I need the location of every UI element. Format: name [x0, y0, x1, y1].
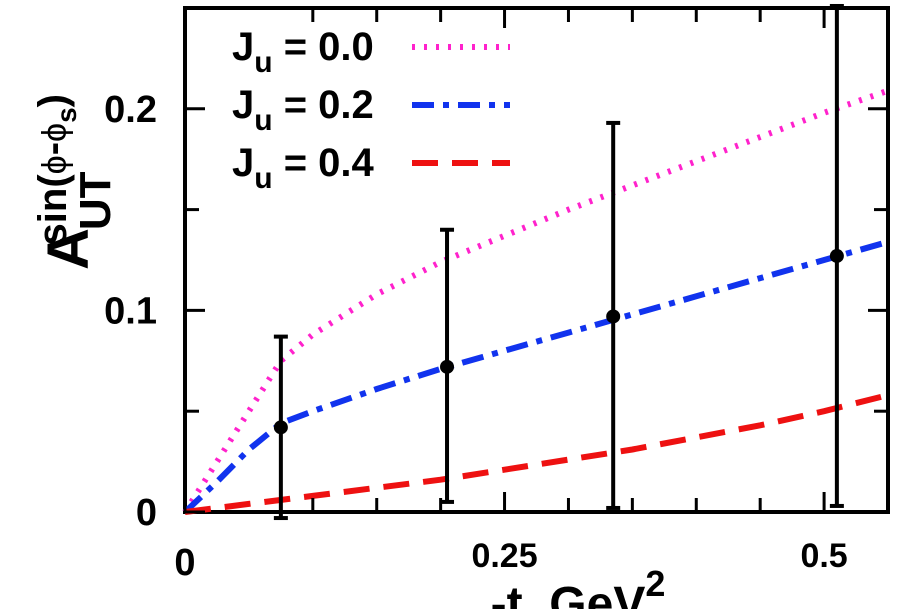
x-axis-title-exponent: 2 [645, 563, 665, 604]
y-tick-label: 0 [136, 492, 157, 534]
plot-frame [183, 6, 890, 514]
x-axis-title: -t, GeV2 [491, 563, 666, 609]
series-line-1 [182, 239, 889, 515]
legend-entry-ju-0-0: Ju = 0.0 [232, 25, 510, 79]
plot-area [182, 3, 890, 521]
data-point [273, 420, 288, 435]
y-axis-title-sup-phi-s: ϕ [36, 123, 74, 142]
legend-entry-ju-0-4: Ju = 0.4 [232, 141, 510, 195]
axis-ticks [183, 6, 888, 514]
data-point [440, 359, 455, 374]
y-axis-title-sup-s: s [51, 107, 82, 123]
y-tick-label: 0.1 [104, 290, 157, 332]
x-axis-title-main: -t, GeV [491, 578, 646, 609]
x-tick-label: 0.25 [471, 537, 537, 575]
y-axis-title-sup-suffix: ) [31, 94, 75, 107]
y-axis-title-sub: UT [71, 171, 120, 230]
x-tick-label: 0.5 [800, 537, 847, 575]
y-axis-title-sup-prefix: sin( [31, 174, 75, 246]
y-axis-title: AUTsin(ϕ-ϕs) [31, 94, 120, 270]
data-point [606, 309, 621, 324]
y-axis-title-sup-minus: - [31, 142, 75, 155]
legend: Ju = 0.0 Ju = 0.2 Ju = 0.4 [232, 25, 510, 195]
y-tick-label: 0.2 [104, 89, 157, 131]
legend-label-ju-0-2: Ju = 0.2 [232, 83, 374, 137]
series-line-2 [184, 392, 889, 515]
legend-label-ju-0-4: Ju = 0.4 [232, 141, 375, 195]
x-tick-label: 0 [174, 542, 195, 584]
legend-entry-ju-0-2: Ju = 0.2 [232, 83, 510, 137]
y-axis-title-main: A [36, 228, 101, 270]
legend-label-ju-0-0: Ju = 0.0 [232, 25, 374, 79]
y-axis-title-sup-phi: ϕ [36, 155, 74, 174]
tick-labels: 0 0.25 0.5 0 0.1 0.2 [104, 89, 848, 584]
data-point [829, 248, 844, 263]
